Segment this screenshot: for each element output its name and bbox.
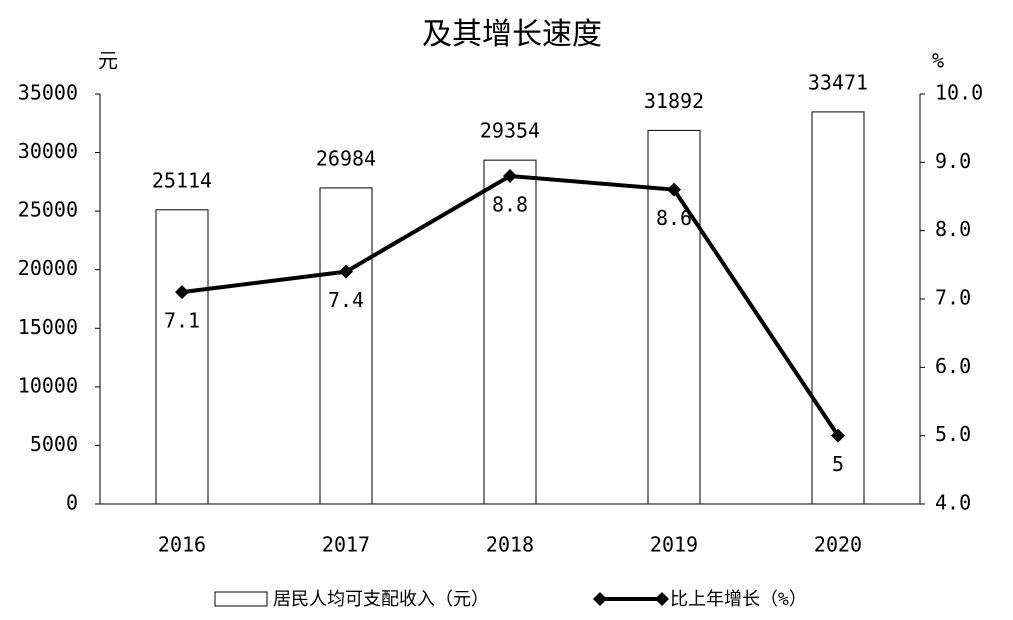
bar-value-label: 31892 [644,89,704,113]
y2-tick-label: 9.0 [935,149,971,173]
y2-tick-label: 6.0 [935,354,971,378]
line-marker [667,182,681,197]
y-axis-label: 元 [98,49,118,73]
bar [483,159,537,505]
y-tick-label: 25000 [18,198,78,222]
legend-label: 比上年增长（%） [670,589,807,610]
y2-tick-label: 10.0 [935,81,983,105]
x-tick-label: 2017 [322,533,370,557]
line-value-label: 7.4 [328,288,364,312]
x-tick-label: 2018 [486,533,534,557]
x-tick-label: 2016 [158,533,206,557]
y2-tick-label: 8.0 [935,217,971,241]
y-tick-label: 35000 [18,81,78,105]
line-marker [339,264,353,279]
line-value-label: 7.1 [164,309,200,333]
bar-value-label: 26984 [316,146,376,170]
line-value-label: 5 [832,452,844,476]
legend-swatch [214,591,268,607]
y2-tick-label: 4.0 [935,491,971,515]
y-tick-label: 5000 [30,432,78,456]
x-tick-label: 2020 [814,533,862,557]
bar [155,209,209,505]
x-tick-label: 2019 [650,533,698,557]
y2-tick-label: 7.0 [935,286,971,310]
line-marker [503,169,517,183]
legend-label: 居民人均可支配收入（元） [273,589,489,610]
y-tick-label: 0 [66,491,78,515]
bar-value-label: 29354 [480,119,540,143]
y-tick-label: 20000 [18,256,78,280]
bar [319,187,373,505]
y-tick-label: 15000 [18,315,78,339]
chart-title: 及其增长速度 [422,17,602,52]
line-marker [175,285,189,300]
bar [811,111,865,505]
bar-value-label: 25114 [152,168,212,192]
y-tick-label: 10000 [18,373,78,397]
y-tick-label: 30000 [18,139,78,163]
y2-tick-label: 5.0 [935,422,971,446]
y2-axis-label: % [932,49,944,73]
line-marker [831,428,845,443]
legend-marker [593,592,607,606]
line-value-label: 8.8 [492,193,528,217]
line-value-label: 8.6 [656,206,692,230]
legend-marker [655,592,669,606]
bar-value-label: 33471 [808,70,868,94]
